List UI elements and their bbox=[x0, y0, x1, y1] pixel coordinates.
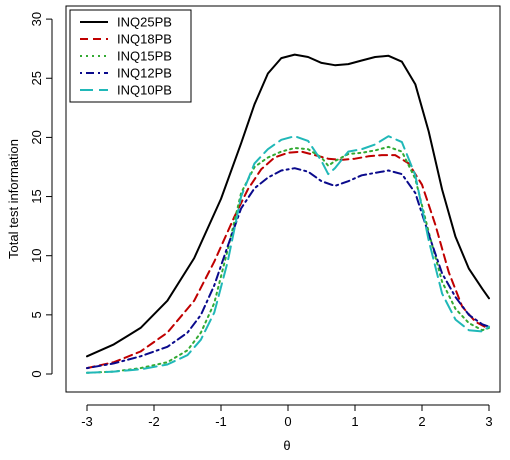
legend-label-inq18pb: INQ18PB bbox=[117, 32, 172, 47]
x-tick-label: 1 bbox=[351, 414, 358, 429]
series-line-inq10pb bbox=[86, 135, 490, 374]
x-tick-label: -1 bbox=[215, 414, 227, 429]
y-tick-label: 30 bbox=[29, 12, 44, 26]
x-tick-label: 3 bbox=[485, 414, 492, 429]
x-axis-title: θ bbox=[283, 438, 290, 453]
x-tick-label: 0 bbox=[284, 414, 291, 429]
legend-box bbox=[69, 9, 192, 103]
series-line-inq15pb bbox=[86, 145, 490, 374]
y-axis-title: Total test information bbox=[6, 139, 21, 259]
x-tick-label: 2 bbox=[418, 414, 425, 429]
series-line-inq18pb bbox=[86, 150, 490, 370]
legend-label-inq12pb: INQ12PB bbox=[117, 66, 172, 81]
y-tick-label: 5 bbox=[29, 311, 44, 318]
legend: INQ25PB INQ18PB INQ15PB INQ12PB INQ10PB bbox=[69, 9, 192, 103]
x-tick-label: -2 bbox=[148, 414, 160, 429]
x-tick-label: -3 bbox=[81, 414, 93, 429]
y-tick-label: 10 bbox=[29, 248, 44, 262]
y-tick-label: 15 bbox=[29, 189, 44, 203]
series-line-inq25pb bbox=[86, 53, 490, 358]
legend-label-inq15pb: INQ15PB bbox=[117, 49, 172, 64]
series-line-inq12pb bbox=[86, 167, 490, 370]
y-tick-label: 20 bbox=[29, 130, 44, 144]
plot-lines bbox=[86, 53, 490, 374]
y-tick-label: 0 bbox=[29, 370, 44, 377]
plot-frame bbox=[65, 5, 501, 393]
legend-label-inq10pb: INQ10PB bbox=[117, 83, 172, 98]
legend-label-inq25pb: INQ25PB bbox=[117, 15, 172, 30]
y-tick-label: 25 bbox=[29, 71, 44, 85]
